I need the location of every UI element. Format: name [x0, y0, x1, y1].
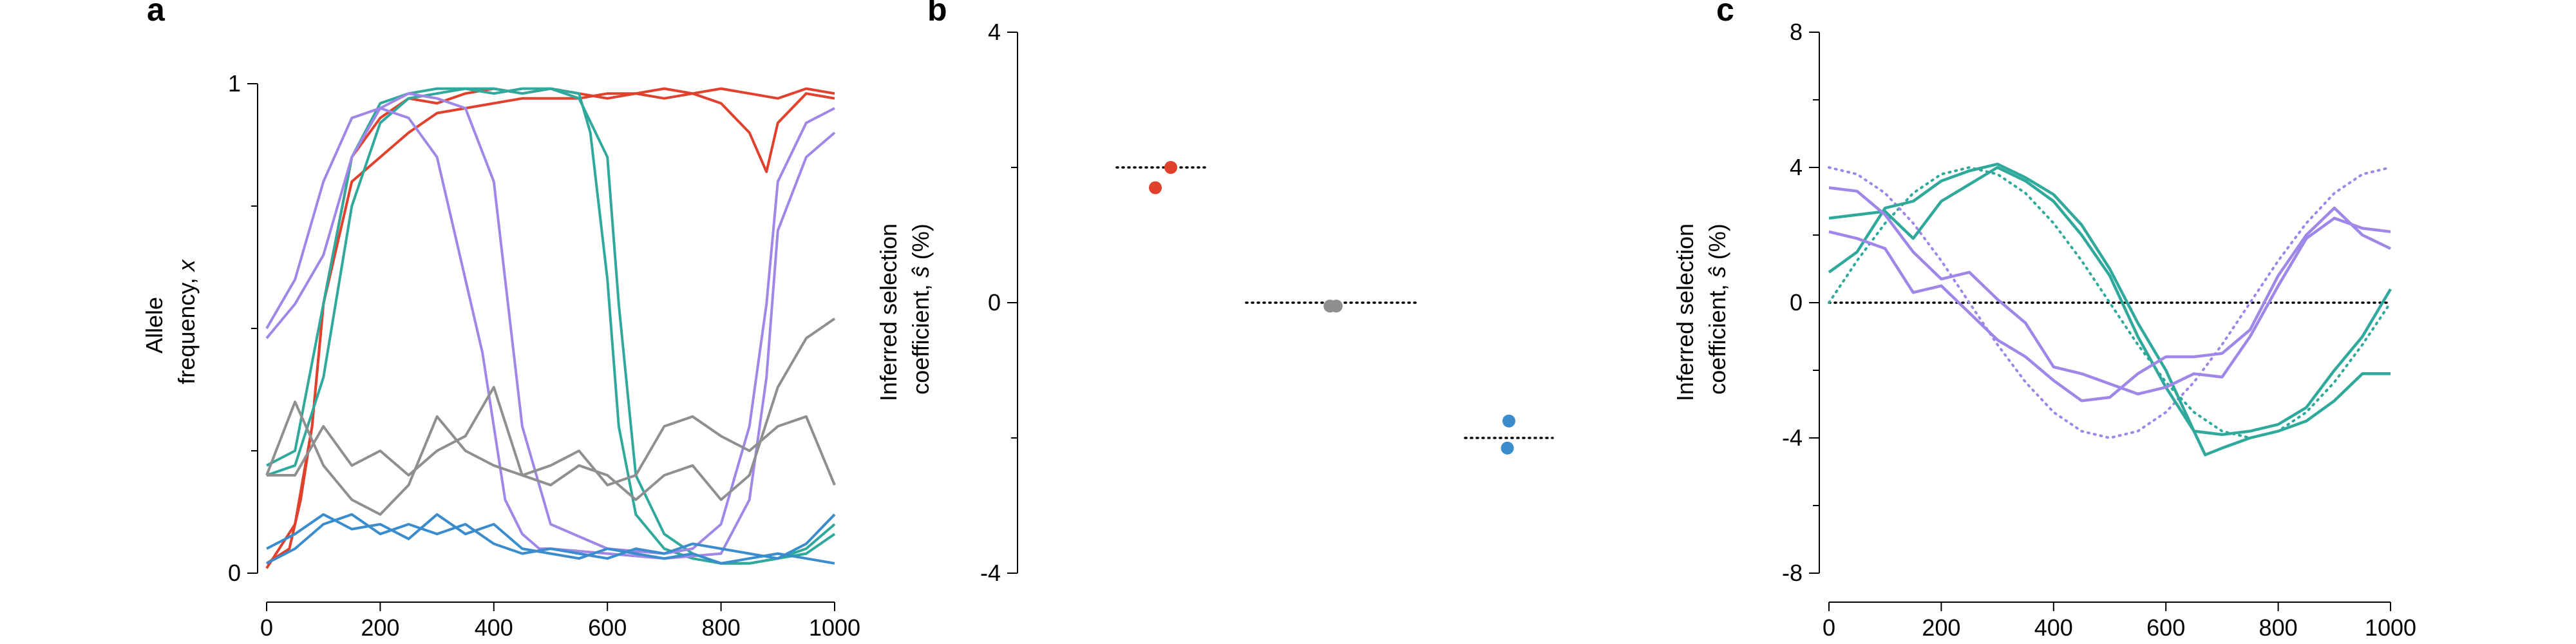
panel-a-label: a: [147, 0, 166, 28]
panel-a-series-line-7: [267, 386, 836, 487]
panel-c-ytick-label-3: 4: [1790, 154, 1803, 180]
panel-c: c Inferred selection coefficient, ŝ (%) …: [1672, 0, 2416, 641]
panel-c-ylabel-line1: Inferred selection: [1672, 223, 1698, 401]
panel-b-point-0-1: [1164, 161, 1177, 174]
panel-b-point-1-1: [1329, 299, 1343, 313]
panel-c-xtick-label-5: 1000: [2365, 614, 2416, 641]
panel-c-series-line-0: [1828, 162, 2391, 457]
panel-a-series-line-9: [266, 513, 835, 565]
panel-a-ytick-label-1: 1: [228, 70, 241, 97]
panel-c-ylabel: Inferred selection coefficient, ŝ (%): [1672, 217, 1730, 401]
panel-c-series-line-2: [1828, 186, 2391, 396]
panel-a-xtick-label-1: 200: [361, 614, 399, 641]
panel-c-ytick-label-0: -8: [1782, 560, 1803, 586]
panel-b: b Inferred selection coefficient, ŝ (%) …: [875, 0, 1554, 586]
panel-a-series: [265, 87, 836, 569]
panel-a-series-line-0: [265, 92, 835, 569]
panel-c-ylabel-line2: coefficient,: [1704, 278, 1730, 394]
panel-c-series-line-3: [1828, 206, 2391, 402]
panel-a-xtick-label-0: 0: [260, 614, 273, 641]
panel-b-point-2-0: [1502, 414, 1515, 428]
panel-a-ytick-label-0: 0: [228, 560, 241, 586]
panel-a-series-line-8: [266, 513, 836, 565]
panel-b-ytick-label-1: 0: [988, 289, 1001, 316]
panel-c-xtick-label-0: 0: [1823, 614, 1835, 641]
panel-c-series-line-1: [1828, 166, 2392, 437]
panel-c-true-curve-0: [1828, 166, 2392, 440]
panel-b-point-0-0: [1149, 181, 1162, 194]
panel-b-marks: [1115, 161, 1554, 455]
panel-a-xtick-label-3: 600: [588, 614, 627, 641]
panel-a-ylabel: Allele frequency, x: [141, 258, 200, 384]
panel-a-xtick-label-4: 800: [702, 614, 741, 641]
panel-b-ylabel-line2: coefficient,: [907, 278, 934, 394]
panel-c-xtick-label-3: 600: [2146, 614, 2185, 641]
panel-b-ylabel-unit: (%): [907, 223, 934, 266]
panel-c-ytick-label-4: 8: [1790, 19, 1803, 45]
panel-b-ytick-label-2: 4: [988, 19, 1001, 45]
panel-b-point-2-1: [1501, 441, 1514, 455]
panel-c-ylabel-var: ŝ: [1704, 266, 1730, 278]
panel-a-ylabel-var: x: [173, 258, 200, 272]
panel-c-xtick-label-2: 400: [2034, 614, 2073, 641]
panel-a-xtick-label-2: 400: [475, 614, 513, 641]
panel-a-series-line-4: [265, 107, 836, 560]
panel-b-ytick-label-0: -4: [980, 560, 1001, 586]
panel-c-xtick-label-1: 200: [1922, 614, 1960, 641]
panel-b-label: b: [927, 0, 947, 28]
panel-a: a Allele frequency, x 0 200 400 600 800 10000…: [141, 0, 860, 641]
panel-a-ylabel-line2: frequency,: [173, 271, 200, 384]
panel-c-series: [1828, 162, 2392, 457]
panel-a-xtick-label-5: 1000: [809, 614, 860, 641]
panel-c-ytick-label-1: -4: [1782, 424, 1803, 451]
panel-c-label: c: [1716, 0, 1734, 28]
panel-c-ytick-label-2: 0: [1790, 289, 1803, 316]
panel-b-ylabel-var: ŝ: [907, 266, 934, 278]
panel-b-axes: -4 0 4: [980, 19, 1018, 586]
panel-c-xtick-label-4: 800: [2259, 614, 2298, 641]
panel-a-ylabel-line1: Allele: [141, 297, 167, 354]
panel-b-ylabel: Inferred selection coefficient, ŝ (%): [875, 217, 934, 401]
panel-c-ylabel-unit: (%): [1704, 223, 1730, 266]
panel-a-series-line-3: [266, 87, 836, 565]
panel-a-series-line-5: [265, 92, 835, 555]
panel-b-ylabel-line1: Inferred selection: [875, 223, 902, 401]
panel-a-axes: 0 200 400 600 800 1000 0 1: [228, 70, 860, 641]
panel-c-axes: -8 -4 0 4 8 0 200 400 600 800 1000: [1782, 19, 2416, 641]
panel-a-series-line-6: [265, 317, 836, 516]
